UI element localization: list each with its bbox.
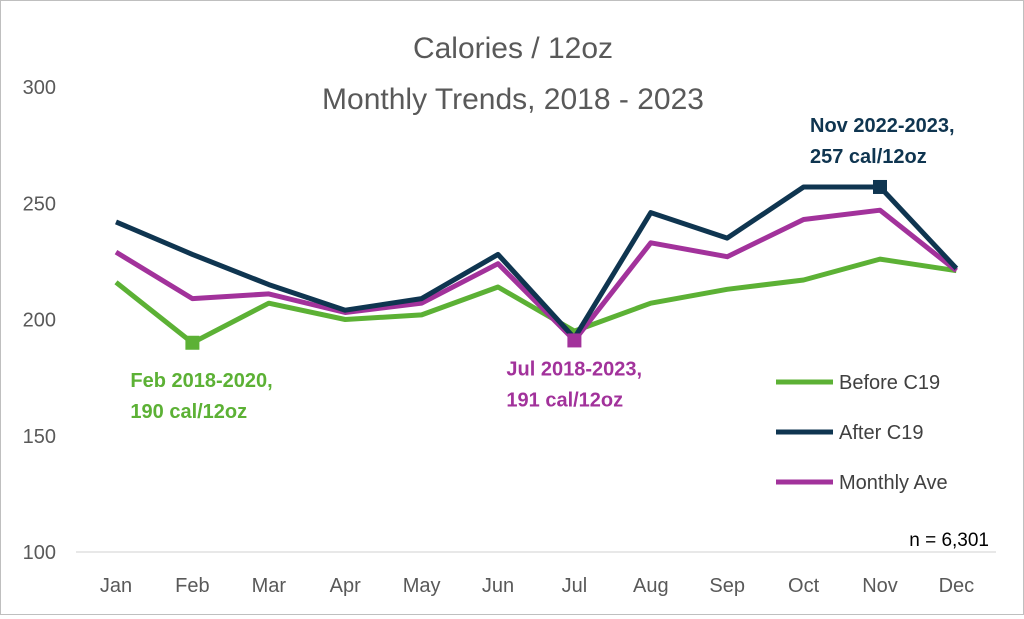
x-tick-label: May <box>403 575 441 597</box>
annotation-label: Jul 2018-2023, <box>506 358 642 380</box>
x-tick-label: Dec <box>939 575 975 597</box>
x-tick-label: Jul <box>562 575 588 597</box>
x-tick-label: Jan <box>100 575 132 597</box>
y-tick-label: 100 <box>23 542 56 564</box>
x-tick-label: Sep <box>709 575 745 597</box>
highlight-point-marker <box>185 335 200 350</box>
x-tick-label: Aug <box>633 575 669 597</box>
sample-size-note: n = 6,301 <box>909 530 989 551</box>
y-tick-label: 300 <box>23 77 56 99</box>
y-tick-label: 250 <box>23 193 56 215</box>
annotation-label: 257 cal/12oz <box>810 146 927 168</box>
x-tick-label: Nov <box>862 575 898 597</box>
chart-title-line-2: Monthly Trends, 2018 - 2023 <box>322 83 704 116</box>
series-line-monthly-ave <box>114 207 958 343</box>
annotation-label: 191 cal/12oz <box>506 389 623 411</box>
legend-label: After C19 <box>839 422 923 444</box>
chart-title-line-1: Calories / 12oz <box>413 32 613 65</box>
series-line-before-c19 <box>114 256 957 346</box>
highlight-point-marker <box>873 179 887 194</box>
y-tick-label: 200 <box>23 310 56 332</box>
x-tick-label: Mar <box>252 575 287 597</box>
x-tick-label: Jun <box>482 575 514 597</box>
legend-label: Before C19 <box>839 372 940 394</box>
highlight-point-marker <box>567 333 582 348</box>
x-tick-label: Oct <box>788 575 820 597</box>
annotation-label: 190 cal/12oz <box>130 401 247 423</box>
annotation-label: Nov 2022-2023, <box>810 115 955 137</box>
x-tick-label: Feb <box>175 575 209 597</box>
y-tick-label: 150 <box>23 426 56 448</box>
legend-label: Monthly Ave <box>839 472 948 494</box>
annotation-label: Feb 2018-2020, <box>130 370 272 392</box>
x-tick-label: Apr <box>330 575 361 597</box>
series-line-after-c19 <box>115 184 959 341</box>
